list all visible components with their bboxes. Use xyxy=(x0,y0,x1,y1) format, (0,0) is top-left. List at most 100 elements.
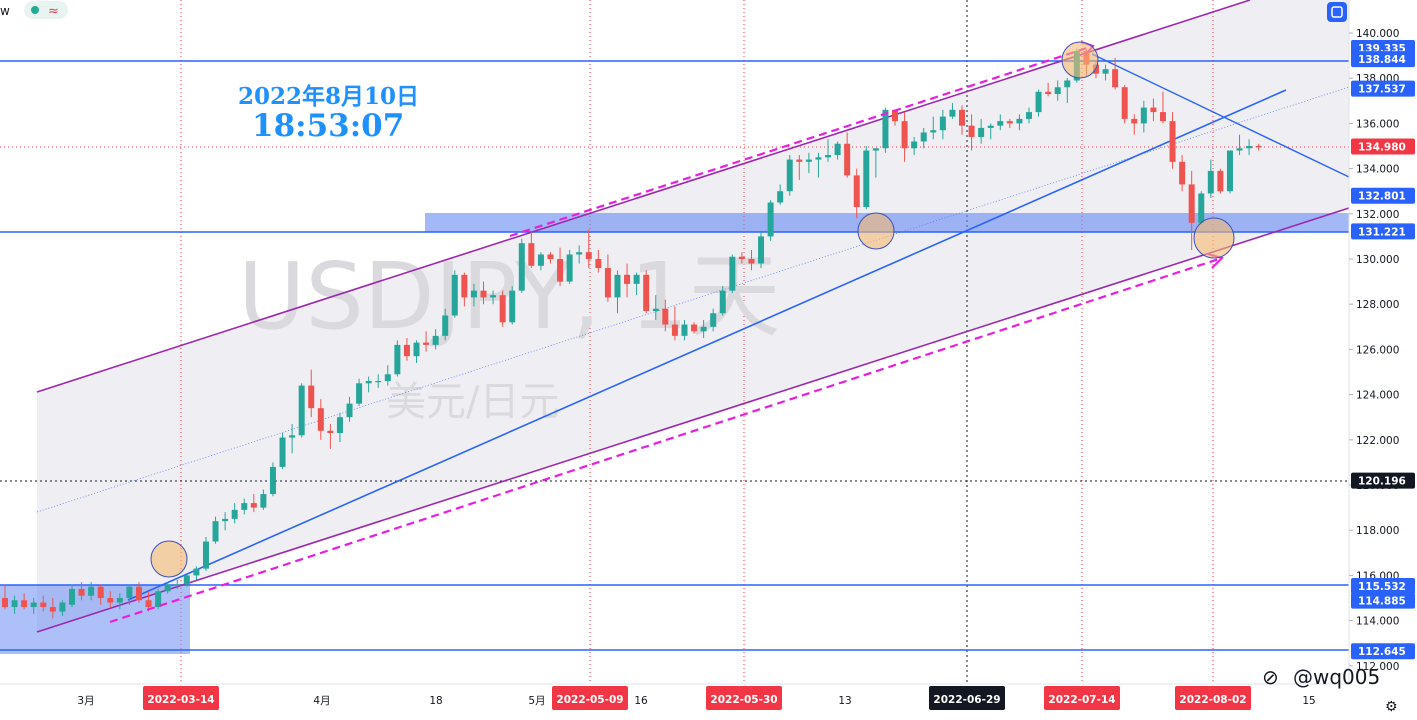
time-tag-label: 2022-08-02 xyxy=(1179,694,1246,706)
candle xyxy=(346,396,353,422)
settings-icon[interactable]: ⚙ xyxy=(1385,699,1398,715)
candle xyxy=(116,593,123,610)
price-tag-label: 114.885 xyxy=(1358,596,1406,608)
candle xyxy=(1131,114,1138,135)
candle xyxy=(738,252,745,264)
candle xyxy=(97,584,104,605)
candle xyxy=(260,489,267,510)
candle xyxy=(336,412,343,443)
candle xyxy=(614,270,621,314)
indicator-pill[interactable] xyxy=(24,1,68,19)
candle xyxy=(461,272,468,307)
time-tag-label: 2022-05-09 xyxy=(556,694,623,706)
candle xyxy=(882,107,889,153)
candle xyxy=(298,383,305,438)
candle xyxy=(1112,57,1119,90)
candle xyxy=(1246,139,1253,156)
candle xyxy=(671,306,678,341)
candle xyxy=(193,566,200,580)
price-tag-label: 134.980 xyxy=(1358,141,1406,153)
layout-icon[interactable] xyxy=(1327,2,1347,22)
overlay-date: 2022年8月10日 xyxy=(238,83,419,110)
candle xyxy=(1217,168,1224,194)
candle xyxy=(1054,80,1061,101)
candle xyxy=(518,238,525,293)
price-tag-label: 112.645 xyxy=(1358,646,1406,658)
candle xyxy=(748,249,755,271)
time-label: 15 xyxy=(1302,695,1315,707)
price-axis[interactable]: 140.000138.000136.000134.000132.000130.0… xyxy=(1348,0,1417,684)
candle xyxy=(805,152,812,174)
candle xyxy=(126,584,133,605)
time-tag xyxy=(143,686,219,710)
candle xyxy=(1150,98,1157,122)
candle xyxy=(394,340,401,377)
price-tag xyxy=(1351,80,1415,97)
candle xyxy=(777,184,784,205)
time-label: 4月 xyxy=(313,695,330,707)
candle xyxy=(490,290,497,305)
price-tag-label: 115.532 xyxy=(1358,581,1406,593)
candle xyxy=(844,132,851,178)
channel-lower[interactable] xyxy=(36,207,1350,633)
candle xyxy=(853,168,860,219)
candle xyxy=(470,283,477,307)
price-tick-label: 136.000 xyxy=(1356,118,1399,130)
channel-upper[interactable] xyxy=(36,0,1251,393)
candle xyxy=(317,399,324,440)
candle xyxy=(662,299,669,332)
candle xyxy=(815,152,822,178)
candle xyxy=(537,252,544,271)
price-tag xyxy=(1351,187,1415,204)
time-label: 3月 xyxy=(77,695,94,707)
candle xyxy=(289,423,296,454)
candle xyxy=(643,270,650,314)
candle xyxy=(1159,91,1166,124)
candle xyxy=(442,308,449,341)
candle xyxy=(202,536,209,571)
weibo-handle: @wq005 xyxy=(1293,665,1380,689)
candle xyxy=(1198,191,1205,226)
time-label: 5月 xyxy=(528,695,545,707)
base-zone[interactable] xyxy=(0,585,190,654)
candle xyxy=(1236,134,1243,156)
candle xyxy=(365,376,372,393)
trendline-resistance[interactable] xyxy=(1091,53,1350,178)
candle xyxy=(155,588,162,610)
price-tag xyxy=(1351,223,1415,240)
price-tick-label: 128.000 xyxy=(1356,299,1399,311)
candle xyxy=(2,584,8,610)
price-tick-label: 130.000 xyxy=(1356,254,1399,266)
candle xyxy=(269,462,276,497)
wave-icon[interactable]: ≈ xyxy=(48,4,59,19)
candle xyxy=(1102,64,1109,81)
price-tick-label: 122.000 xyxy=(1356,435,1399,447)
price-tick-label: 126.000 xyxy=(1356,344,1399,356)
candle xyxy=(547,252,554,264)
time-tag xyxy=(929,686,1005,710)
price-tag xyxy=(1351,592,1415,609)
candle xyxy=(375,374,382,388)
time-axis[interactable]: 3月 4月 18 5月 16 13 15 2022-03-14 2022-05-09 2022-… xyxy=(0,683,1417,720)
candle xyxy=(700,320,707,339)
candle xyxy=(1025,107,1032,124)
candle xyxy=(987,123,994,140)
candle xyxy=(49,598,56,619)
time-label: 13 xyxy=(838,695,851,707)
price-tag xyxy=(1351,138,1415,155)
candle xyxy=(978,118,985,144)
time-tag-label: 2022-05-30 xyxy=(710,694,777,706)
time-tag-label: 2022-06-29 xyxy=(933,694,1000,706)
candle xyxy=(557,247,564,287)
candle xyxy=(633,272,640,296)
price-tick-label: 124.000 xyxy=(1356,390,1399,402)
candle xyxy=(1188,170,1195,250)
candle xyxy=(11,595,18,614)
time-tag-label: 2022-07-14 xyxy=(1048,694,1115,706)
green-dot-icon xyxy=(31,6,39,14)
candle xyxy=(997,114,1004,131)
candle xyxy=(825,139,832,162)
candle xyxy=(872,148,879,178)
trendline-support[interactable] xyxy=(127,89,1287,601)
